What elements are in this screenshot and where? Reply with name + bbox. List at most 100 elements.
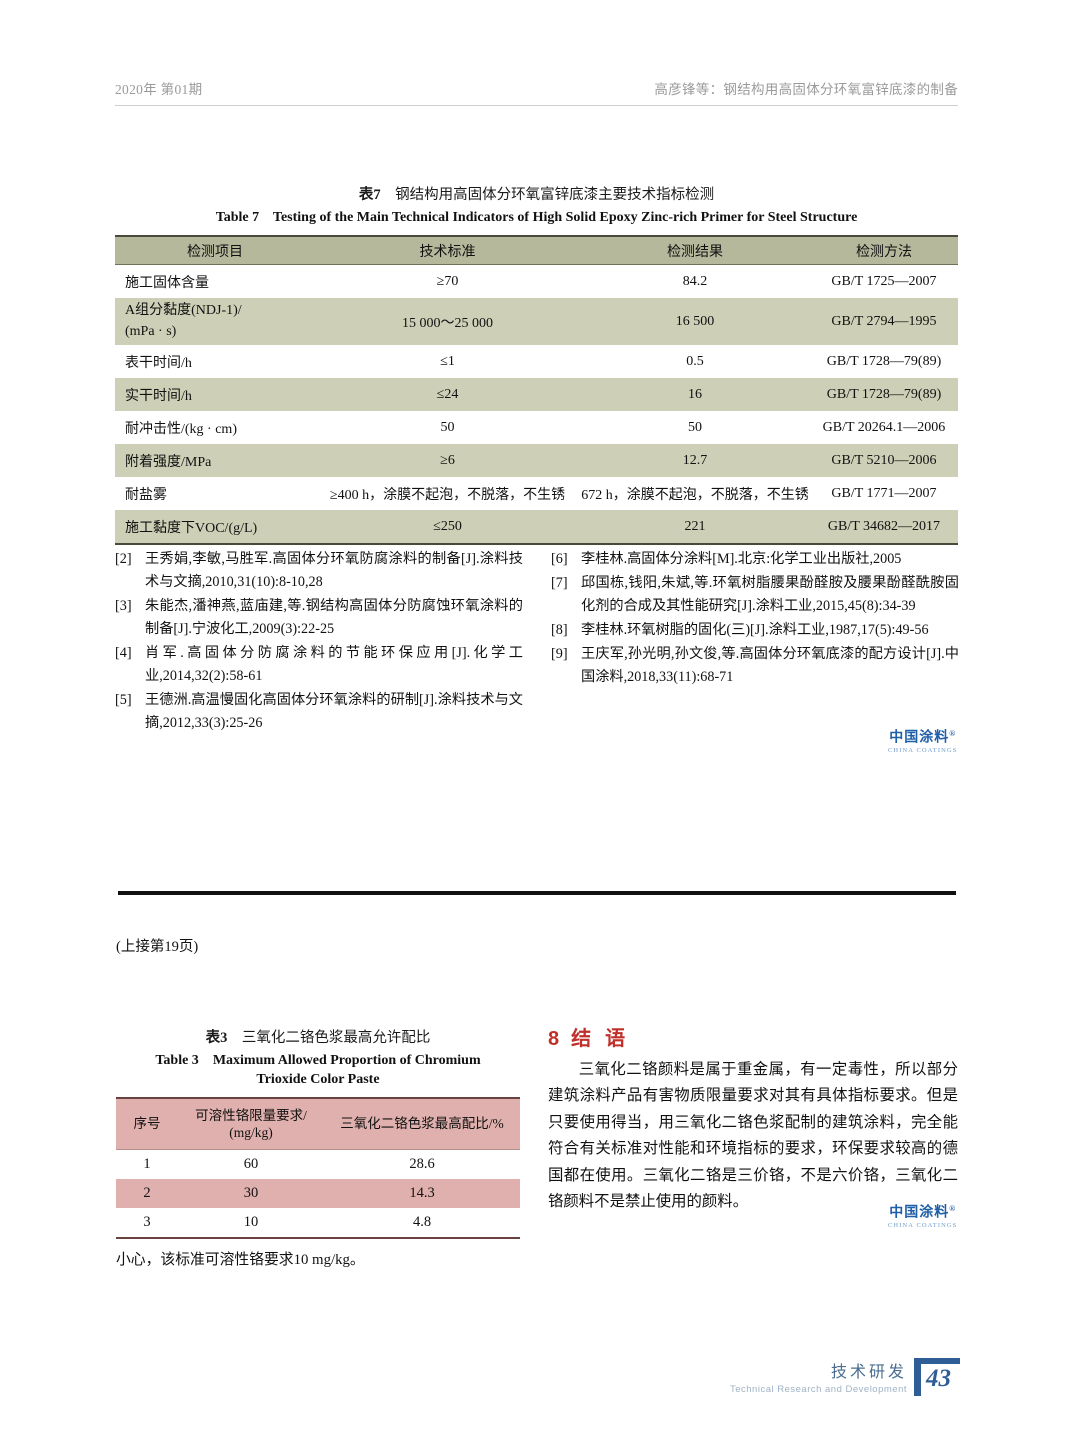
t7-r4-result: 50 xyxy=(688,419,702,435)
t7-r1-item: A组分黏度(NDJ-1)/ (mPa · s) xyxy=(115,298,315,345)
table3-footnote: 小心，该标准可溶性铬要求10 mg/kg。 xyxy=(116,1252,365,1268)
reference-item: [3] 朱能杰,潘神燕,蓝庙建,等.钢结构高固体分防腐蚀环氧涂料的制备[J].宁… xyxy=(115,595,523,641)
references-column-right: [6] 李桂林.高固体分涂料[M].北京:化学工业出版社,2005 [7] 邱国… xyxy=(551,548,959,736)
reference-text: 王秀娟,李敏,马胜军.高固体分环氧防腐涂料的制备[J].涂料技术与文摘,2010… xyxy=(145,551,523,590)
t7-r0-result: 84.2 xyxy=(682,273,708,289)
t7-r7-standard: ≤250 xyxy=(315,510,580,546)
table-row: 1 60 28.6 xyxy=(116,1149,520,1180)
table7-caption-en-label: Table 7 xyxy=(215,209,260,225)
table7: 检测项目 技术标准 检测结果 检测方法 施工固体含量 ≥70 84.2 GB/T… xyxy=(115,235,958,546)
table-row: 3 10 4.8 xyxy=(116,1208,520,1240)
table-row: 实干时间/h ≤24 16 GB/T 1728—79(89) xyxy=(115,378,958,412)
reference-item: [2] 王秀娟,李敏,马胜军.高固体分环氧防腐涂料的制备[J].涂料技术与文摘,… xyxy=(115,548,523,594)
reference-number: [5] xyxy=(115,692,132,708)
footer-section-label: 技术研发 Technical Research and Development xyxy=(730,1364,907,1396)
table7-col-3: 检测方法 xyxy=(810,235,958,266)
t7-r3-item: 实干时间/h xyxy=(125,388,192,404)
table3-caption-en-line2: Trioxide Color Paste xyxy=(256,1071,380,1087)
logo-cn-text: 中国涂料® xyxy=(888,1205,957,1221)
reference-item: [6] 李桂林.高固体分涂料[M].北京:化学工业出版社,2005 xyxy=(551,548,959,571)
running-header: 2020年 第01期 高彦锋等：钢结构用高固体分环氧富锌底漆的制备 xyxy=(115,78,958,106)
t7-r0-method: GB/T 1725—2007 xyxy=(831,273,937,289)
reference-text: 邱国栋,钱阳,朱斌,等.环氧树脂腰果酚醛胺及腰果酚醛酰胺固化剂的合成及其性能研究… xyxy=(581,575,959,614)
logo-cn-text: 中国涂料® xyxy=(888,730,957,746)
reference-number: [4] xyxy=(115,645,132,661)
table-row: 施工固体含量 ≥70 84.2 GB/T 1725—2007 xyxy=(115,264,958,299)
table7-caption-cn: 表7 钢结构用高固体分环氧富锌底漆主要技术指标检测 xyxy=(115,186,958,206)
reference-text: 李桂林.高固体分涂料[M].北京:化学工业出版社,2005 xyxy=(581,551,902,567)
table7-body: 施工固体含量 ≥70 84.2 GB/T 1725—2007 A组分黏度(NDJ… xyxy=(115,264,958,546)
header-article-title: 高彦锋等：钢结构用高固体分环氧富锌底漆的制备 xyxy=(654,82,958,97)
table-row: 耐盐雾 ≥400 h，涂膜不起泡，不脱落，不生锈 672 h，涂膜不起泡，不脱落… xyxy=(115,477,958,511)
table3-col-0: 序号 xyxy=(116,1097,178,1151)
t3-r0-limit: 60 xyxy=(243,1156,259,1173)
table7-head: 检测项目 技术标准 检测结果 检测方法 xyxy=(115,235,958,266)
section-number: 8 xyxy=(548,1028,562,1050)
page-number: 43 xyxy=(926,1365,951,1392)
references-column-left: [2] 王秀娟,李敏,马胜军.高固体分环氧防腐涂料的制备[J].涂料技术与文摘,… xyxy=(115,548,523,736)
t7-r0-standard: ≥70 xyxy=(436,273,459,289)
table-row: A组分黏度(NDJ-1)/ (mPa · s) 15 000～25 000 16… xyxy=(115,298,958,346)
reference-text: 王庆军,孙光明,孙文俊,等.高固体分环氧底漆的配方设计[J].中国涂料,2018… xyxy=(581,646,959,685)
t7-r7-result: 221 xyxy=(580,510,810,546)
t3-r2-ratio: 4.8 xyxy=(324,1208,520,1240)
t7-r3-standard: ≤24 xyxy=(436,386,459,402)
t7-r4-standard: 50 xyxy=(440,419,455,435)
table-row: 施工黏度下VOC/(g/L) ≤250 221 GB/T 34682—2017 xyxy=(115,510,958,546)
table3: 序号 可溶性铬限量要求/ (mg/kg) 三氧化二铬色浆最高配比/% 1 60 … xyxy=(116,1097,520,1240)
table7-caption-en: Table 7 Testing of the Main Technical In… xyxy=(115,209,958,228)
table-row: 耐冲击性/(kg · cm) 50 50 GB/T 20264.1—2006 xyxy=(115,411,958,445)
conclusion-paragraph: 三氧化二铬颜料是属于重金属，有一定毒性，所以部分建筑涂料产品有害物质限量要求对其… xyxy=(548,1061,958,1211)
reference-text: 肖军.高固体分防腐涂料的节能环保应用[J].化学工业,2014,32(2):58… xyxy=(145,645,523,684)
table3-col-2: 三氧化二铬色浆最高配比/% xyxy=(324,1097,520,1151)
reference-text: 朱能杰,潘神燕,蓝庙建,等.钢结构高固体分防腐蚀环氧涂料的制备[J].宁波化工,… xyxy=(145,598,523,637)
t7-r7-item: 施工黏度下VOC/(g/L) xyxy=(115,510,315,546)
t7-r5-result: 12.7 xyxy=(682,452,708,468)
t7-r0-item: 施工固体含量 xyxy=(125,275,209,291)
reference-item: [5] 王德洲.高温慢固化高固体分环氧涂料的研制[J].涂料技术与文摘,2012… xyxy=(115,689,523,735)
t7-r6-method: GB/T 1771—2007 xyxy=(831,485,937,501)
t3-r2-limit: 10 xyxy=(178,1208,324,1240)
t7-r6-result: 672 h，涂膜不起泡，不脱落，不生锈 xyxy=(581,487,809,503)
table3-caption-en-label: Table 3 xyxy=(155,1052,199,1068)
t3-r2-no: 3 xyxy=(116,1208,178,1240)
china-coatings-logo: 中国涂料® CHINA COATINGS xyxy=(888,730,957,754)
table7-col-2: 检测结果 xyxy=(580,235,810,266)
t7-r7-method: GB/T 34682—2017 xyxy=(810,510,958,546)
t3-r0-no: 1 xyxy=(143,1156,151,1173)
t7-r1-item-line1: A组分黏度(NDJ-1)/ xyxy=(125,303,242,319)
reference-number: [2] xyxy=(115,551,132,567)
reference-item: [8] 李桂林.环氧树脂的固化(三)[J].涂料工业,1987,17(5):49… xyxy=(551,619,959,642)
t7-r1-item-line2: (mPa · s) xyxy=(125,323,177,339)
table7-caption-cn-label: 表7 xyxy=(358,187,381,203)
table-row: 2 30 14.3 xyxy=(116,1179,520,1209)
continuation-note: (上接第19页) xyxy=(116,939,199,955)
logo-registered-mark: ® xyxy=(949,1204,957,1213)
table7-col-0: 检测项目 xyxy=(115,235,315,266)
t3-r0-ratio: 28.6 xyxy=(409,1156,435,1173)
t7-r6-standard: ≥400 h，涂膜不起泡，不脱落，不生锈 xyxy=(329,487,566,503)
t7-r3-result: 16 xyxy=(688,386,702,402)
table7-block: 表7 钢结构用高固体分环氧富锌底漆主要技术指标检测 Table 7 Testin… xyxy=(115,186,958,546)
table3-col-1-line1: 可溶性铬限量要求/ xyxy=(195,1107,307,1123)
article-divider xyxy=(118,891,956,895)
table-row: 附着强度/MPa ≥6 12.7 GB/T 5210—2006 xyxy=(115,444,958,478)
table3-caption-cn-text: 三氧化二铬色浆最高允许配比 xyxy=(241,1030,431,1046)
section-title-part1: 结 xyxy=(571,1028,594,1050)
t7-r4-method: GB/T 20264.1—2006 xyxy=(822,419,946,435)
t3-r1-no: 2 xyxy=(143,1185,151,1202)
logo-en-text: CHINA COATINGS xyxy=(888,1221,958,1229)
china-coatings-logo: 中国涂料® CHINA COATINGS xyxy=(888,1205,957,1229)
t7-r5-standard: ≥6 xyxy=(440,452,455,468)
t7-r2-method: GB/T 1728—79(89) xyxy=(826,353,942,369)
page-number-badge: 43 xyxy=(914,1358,960,1396)
reference-item: [9] 王庆军,孙光明,孙文俊,等.高固体分环氧底漆的配方设计[J].中国涂料,… xyxy=(551,643,959,689)
t7-r6-item: 耐盐雾 xyxy=(125,487,167,503)
table7-header-row: 检测项目 技术标准 检测结果 检测方法 xyxy=(115,235,958,266)
t7-r1-standard: 15 000～25 000 xyxy=(402,315,493,331)
t7-r1-method: GB/T 2794—1995 xyxy=(831,313,937,329)
reference-number: [9] xyxy=(551,646,568,662)
table3-caption-cn: 表3 三氧化二铬色浆最高允许配比 xyxy=(116,1029,520,1049)
